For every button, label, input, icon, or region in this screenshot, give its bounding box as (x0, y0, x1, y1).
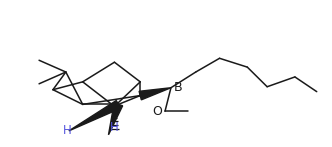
Text: H: H (110, 121, 119, 134)
Text: O: O (152, 105, 162, 118)
Polygon shape (109, 103, 123, 135)
Polygon shape (139, 88, 171, 100)
Text: B: B (174, 81, 183, 94)
Polygon shape (69, 101, 121, 131)
Text: H: H (62, 124, 71, 137)
